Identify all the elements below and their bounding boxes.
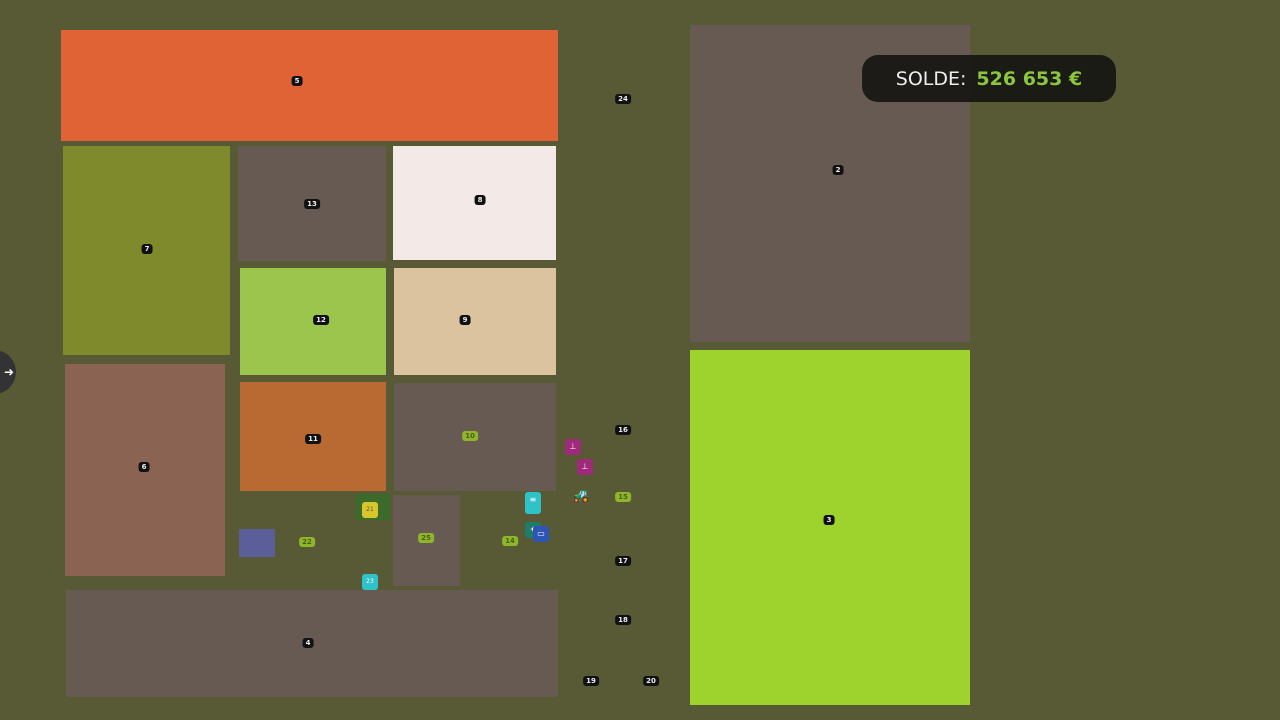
field-label: 7	[141, 244, 153, 254]
field-11[interactable]: 11	[240, 382, 386, 491]
marker-24[interactable]: 24	[615, 94, 631, 104]
field-7[interactable]: 7	[63, 146, 230, 355]
field-label: 5	[291, 76, 303, 86]
field-10[interactable]: 10	[394, 383, 556, 491]
side-panel-toggle[interactable]: ➜	[0, 350, 16, 394]
poi-label: 23	[366, 578, 374, 585]
field-label: 4	[302, 638, 314, 648]
marker-19[interactable]: 19	[583, 676, 599, 686]
field-label: 22	[299, 537, 315, 547]
field-12[interactable]: 12	[240, 268, 386, 375]
field-6[interactable]: 6	[65, 364, 225, 576]
vehicle-icon[interactable]: 23	[362, 574, 378, 590]
field-label: 2	[832, 165, 844, 175]
marker-14[interactable]: 14	[502, 536, 518, 546]
sell-point-icon[interactable]: ⊥	[577, 459, 593, 475]
silo-icon[interactable]: ≡	[525, 492, 541, 514]
arrow-right-icon: ➜	[3, 365, 14, 379]
field-label: 6	[138, 462, 150, 472]
field-25[interactable]: 25	[393, 495, 460, 586]
field-22-building[interactable]	[239, 529, 275, 557]
field-label: 12	[313, 315, 329, 325]
balance-value: 526 653 €	[976, 67, 1083, 90]
player-vehicle-icon[interactable]: 🚜	[572, 488, 590, 504]
marker-20[interactable]: 20	[643, 676, 659, 686]
balance-label: SOLDE:	[895, 67, 967, 90]
marker-16[interactable]: 16	[615, 425, 631, 435]
field-label: 3	[823, 515, 835, 525]
field-4[interactable]: 4	[66, 590, 558, 697]
marker-15[interactable]: 15	[615, 492, 631, 502]
field-label: 9	[459, 315, 471, 325]
field-label: 11	[305, 434, 321, 444]
field-label: 8	[474, 195, 486, 205]
field-8[interactable]: 8	[393, 146, 556, 260]
field-label: 13	[304, 199, 320, 209]
field-label: 10	[462, 431, 478, 441]
poi-label: 21	[366, 506, 374, 513]
sell-point-icon[interactable]: ⊥	[565, 439, 581, 455]
field-label: 25	[418, 533, 434, 543]
field-13[interactable]: 13	[238, 146, 386, 261]
shop-icon[interactable]: 21	[362, 502, 378, 518]
field-3[interactable]: 3	[690, 350, 970, 705]
marker-17[interactable]: 17	[615, 556, 631, 566]
balance-display: SOLDE: 526 653 €	[862, 55, 1116, 102]
marker-18[interactable]: 18	[615, 615, 631, 625]
field-5[interactable]: 5	[61, 30, 558, 141]
field-9[interactable]: 9	[394, 268, 556, 375]
bank-icon[interactable]: ▭	[533, 526, 549, 542]
